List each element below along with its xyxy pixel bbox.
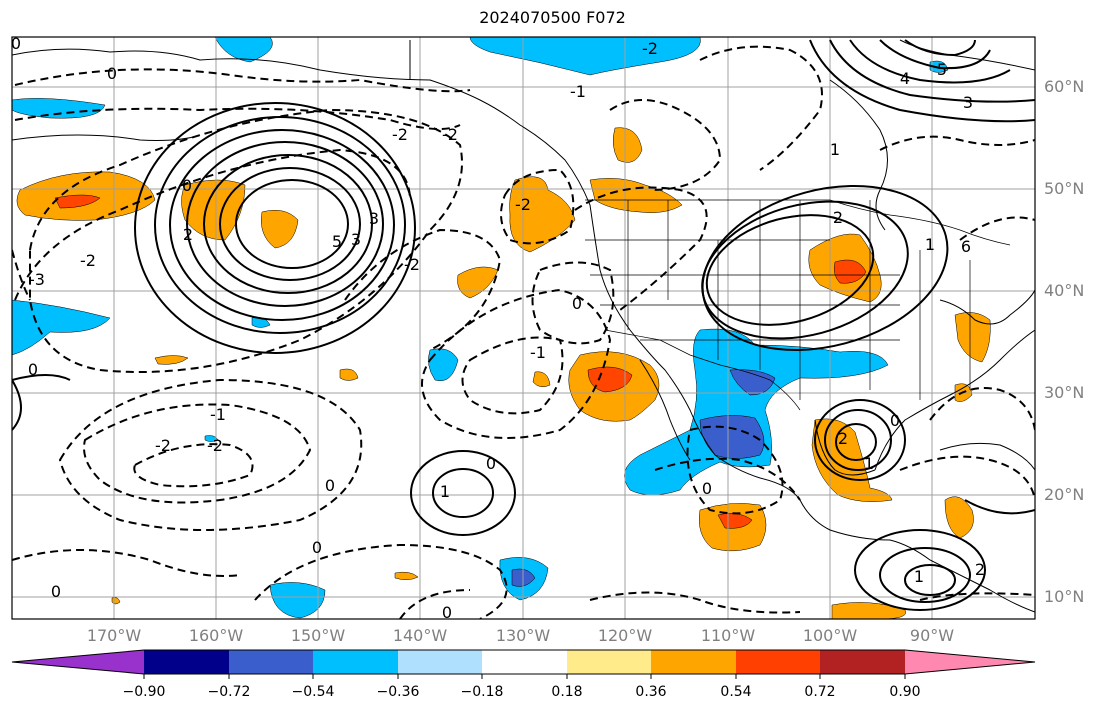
contour-label: 0 [572,294,582,313]
contour-label: 3 [963,93,973,112]
graticule [12,37,1035,619]
colorbar-label: −0.72 [207,684,251,700]
contour-label: 0 [11,34,21,53]
lon-label: 120°W [597,626,653,645]
colorbar-segment [820,650,905,674]
contour-label: -2 [404,255,420,274]
contour-label: 4 [900,69,910,88]
colorbar-label: 0.72 [804,684,836,700]
contour-label: 0 [890,411,900,430]
lon-label: 140°W [392,626,448,645]
colorbar-segment [736,650,820,674]
colorbar-label: −0.36 [376,684,420,700]
contour-label: 0 [182,176,192,195]
colorbar-label: −0.18 [460,684,504,700]
contour-label: 2 [833,208,843,227]
lat-label: 60°N [1044,77,1085,96]
contour-label-layer: 0 0 0 0 0 0 0 0 0 0 0 0 -1 -1 -1 -2 -2 -… [11,34,985,622]
lon-label: 160°W [188,626,244,645]
lon-label: 130°W [495,626,551,645]
lon-label: 100°W [802,626,858,645]
colorbar-segment [313,650,398,674]
contour-label: 1 [914,567,924,586]
lat-label: 10°N [1044,587,1085,606]
colorbar-label: 0.36 [635,684,667,700]
colorbar-label: 0.54 [720,684,752,700]
lat-label: 30°N [1044,383,1085,402]
colorbar-label: 0.90 [889,684,921,700]
lat-label: 40°N [1044,281,1085,300]
contour-label: 0 [442,603,452,622]
contour-label: -2 [155,436,171,455]
contour-label: -2 [642,39,658,58]
colorbar [11,649,1036,679]
contour-label: -1 [570,82,586,101]
contour-label: 1 [830,140,840,159]
colorbar-segment [482,650,567,674]
contour-label: 0 [28,360,38,379]
colorbar-label: −0.54 [291,684,335,700]
contour-label: 0 [702,479,712,498]
contour-label: -2 [80,251,96,270]
negative-contours [12,45,1035,619]
contour-label: 2 [975,560,985,579]
colorbar-segment [398,650,482,674]
contour-label: -2 [207,436,223,455]
colorbar-segment [229,650,313,674]
coastlines [12,39,1035,613]
contour-label: 5 [937,60,947,79]
contour-label: 0 [51,582,61,601]
contour-label: 1 [864,454,874,473]
colorbar-segment [567,650,651,674]
colorbar-segment [651,650,736,674]
map-title: 2024070500 F072 [479,8,626,27]
contour-label: 1 [925,235,935,254]
colorbar-label: 0.18 [551,684,583,700]
contour-label: -1 [210,405,226,424]
contour-label: 6 [961,237,971,256]
contour-label: 3 [369,209,379,228]
shading-layer [12,37,991,619]
contour-label: 0 [325,476,335,495]
lon-label: 170°W [86,626,142,645]
lat-label: 20°N [1044,485,1085,504]
colorbar-max-extension [905,650,1035,674]
colorbar-label: −0.90 [122,684,166,700]
contour-label: 1 [440,482,450,501]
lon-label: 150°W [290,626,346,645]
lat-label: 50°N [1044,179,1085,198]
contour-label: -3 [29,270,45,289]
contour-label: -1 [530,343,546,362]
contour-label: 0 [107,64,117,83]
contour-label: 0 [312,538,322,557]
contour-label: -2 [515,195,531,214]
contour-label: -2 [442,125,458,144]
map-frame [11,36,1036,620]
contour-label: 5 [332,232,342,251]
colorbar-segment [144,650,229,674]
contour-label: 3 [351,230,361,249]
contour-label: 0 [486,454,496,473]
lon-label: 90°W [909,626,955,645]
contour-label: 2 [183,225,193,244]
lon-label: 110°W [700,626,756,645]
contour-label: 2 [838,429,848,448]
contour-label: -2 [392,125,408,144]
positive-contours [12,39,1035,611]
political-borders [585,199,1011,411]
colorbar-min-extension [12,650,144,674]
